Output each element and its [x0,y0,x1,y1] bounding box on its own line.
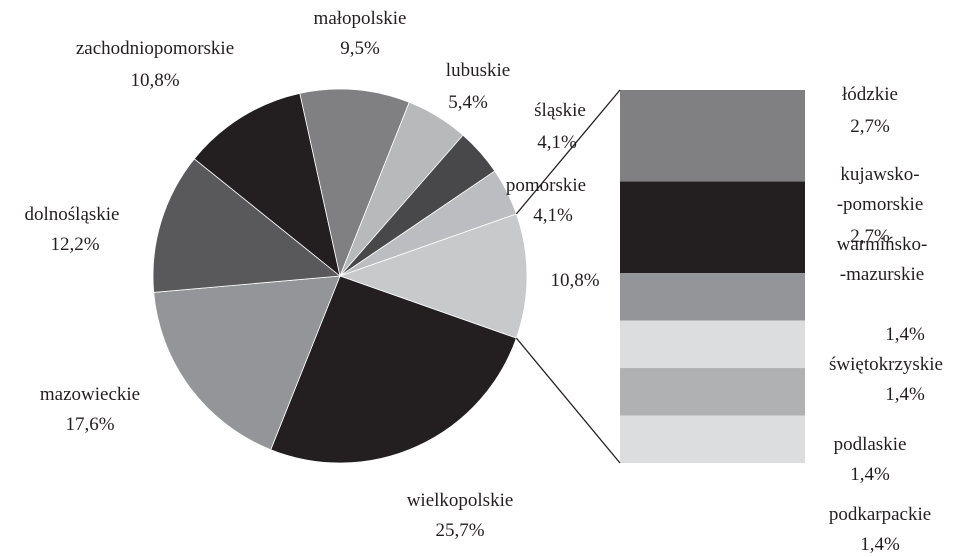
pie-slice [338,213,528,339]
bar-segment [620,368,805,416]
slice-value: 10,8% [550,270,600,291]
bar-segment [620,273,805,321]
pie-slice [299,88,410,278]
bar-label: podlaskie [833,434,907,455]
bar-value: 1,4% [860,534,900,555]
slice-label: dolnośląskie [24,204,120,225]
slice-label: śląskie [534,100,586,121]
slice-value: 4,1% [537,132,577,153]
pie-slice [153,275,341,451]
slice-value: 12,2% [50,234,100,255]
slice-label: lubuskie [445,60,511,81]
slice-value: 4,1% [533,205,573,226]
slice-value: 25,7% [435,520,485,541]
connector [515,337,621,464]
bar-value: 1,4% [885,384,925,405]
bar-label: podkarpackie [828,504,932,525]
bar-segment [620,90,805,182]
bar-value: 1,4% [885,324,925,345]
slice-value: 5,4% [448,92,488,113]
slice-label: małopolskie [313,8,407,29]
bar-label: świętokrzyskie [829,354,943,375]
bar-label: warmińsko- -mazurskie [836,234,928,285]
slice-value: 17,6% [65,414,115,435]
bar-value: 1,4% [850,464,890,485]
bar-value: 2,7% [850,226,890,247]
bar-segment [620,415,805,463]
pie-slice [270,275,517,464]
pie-slice [152,158,342,293]
slice-value: 10,8% [130,70,180,91]
bar-label: łódzkie [842,84,898,105]
slice-label: zachodniopomorskie [75,38,235,59]
connector [515,89,621,215]
bar-segment [620,181,805,274]
bar-value: 2,7% [850,116,890,137]
slice-label: wielkopolskie [406,490,514,511]
slice-label: pomorskie [505,175,587,196]
slice-label: mazowieckie [39,384,141,405]
bar-segment [620,320,805,369]
pie-slice [193,92,341,278]
bar-label: kujawsko- -pomorskie [836,164,924,215]
slice-value: 9,5% [340,38,380,59]
